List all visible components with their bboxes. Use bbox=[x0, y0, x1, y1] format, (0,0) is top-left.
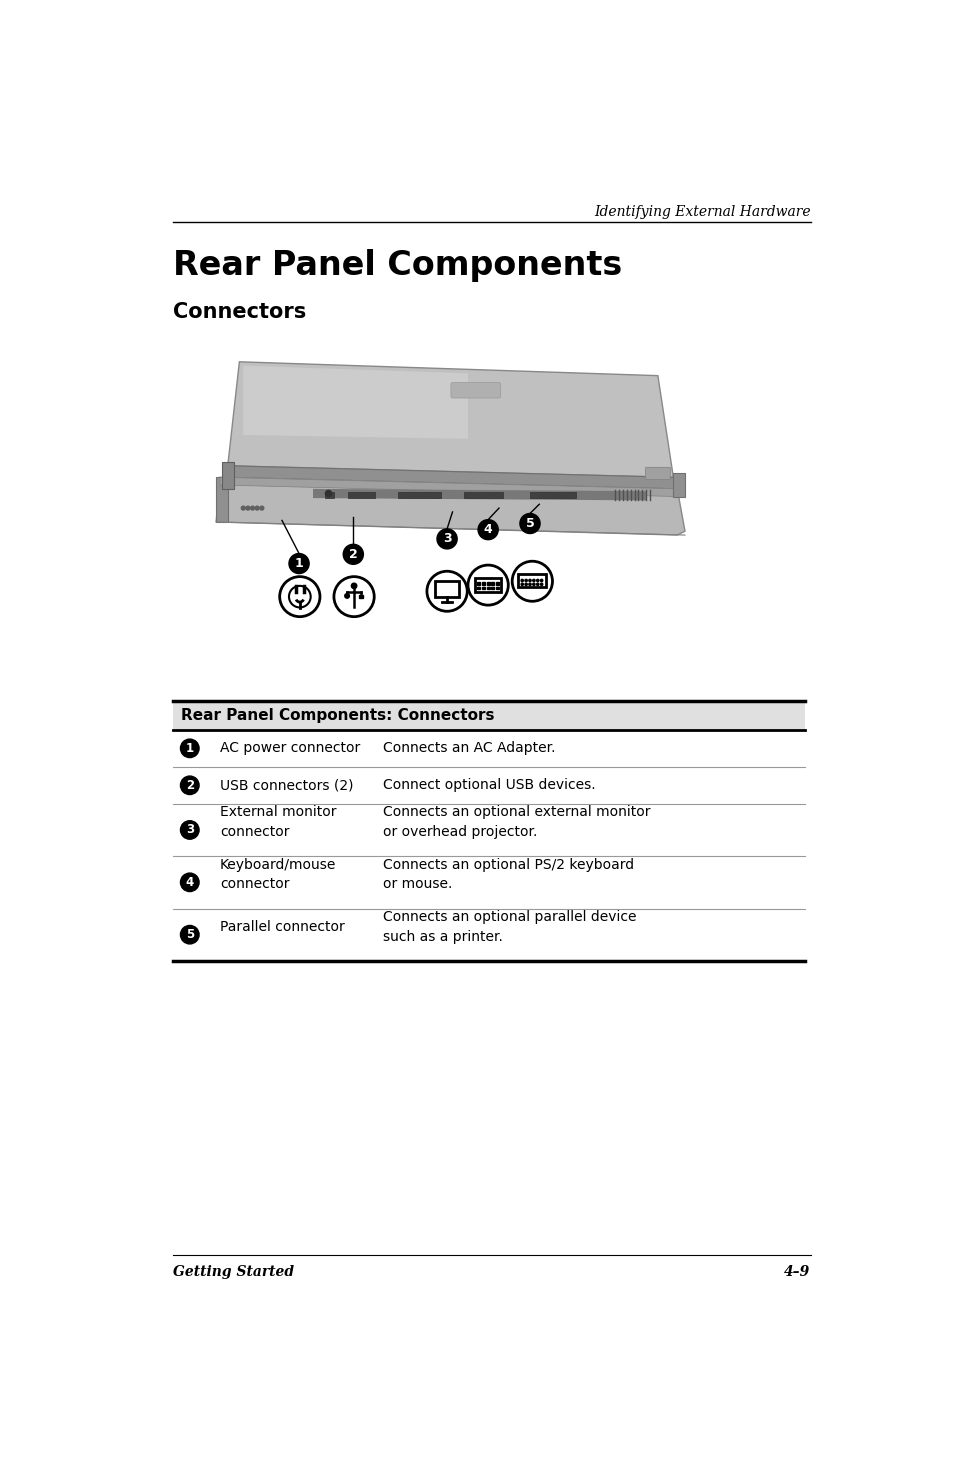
Circle shape bbox=[477, 519, 497, 540]
Circle shape bbox=[343, 544, 363, 565]
FancyBboxPatch shape bbox=[491, 583, 494, 584]
Text: Getting Started: Getting Started bbox=[173, 1266, 294, 1279]
Circle shape bbox=[520, 580, 523, 581]
Text: 3: 3 bbox=[186, 823, 193, 836]
FancyBboxPatch shape bbox=[173, 701, 804, 730]
Text: 2: 2 bbox=[186, 779, 193, 792]
Text: 5: 5 bbox=[525, 518, 534, 530]
FancyBboxPatch shape bbox=[496, 587, 498, 590]
Circle shape bbox=[532, 583, 535, 586]
Text: USB connectors (2): USB connectors (2) bbox=[220, 779, 354, 792]
FancyBboxPatch shape bbox=[358, 594, 363, 599]
Text: Rear Panel Components: Connectors: Rear Panel Components: Connectors bbox=[181, 708, 495, 723]
FancyBboxPatch shape bbox=[397, 493, 440, 499]
FancyBboxPatch shape bbox=[222, 462, 233, 488]
Circle shape bbox=[528, 580, 531, 581]
FancyBboxPatch shape bbox=[475, 578, 500, 591]
FancyBboxPatch shape bbox=[476, 583, 480, 584]
Polygon shape bbox=[216, 478, 228, 522]
FancyBboxPatch shape bbox=[476, 587, 480, 590]
Polygon shape bbox=[216, 478, 684, 535]
FancyBboxPatch shape bbox=[324, 493, 334, 499]
Circle shape bbox=[344, 593, 349, 599]
Circle shape bbox=[180, 820, 199, 839]
Text: Connects an optional parallel device
such as a printer.: Connects an optional parallel device suc… bbox=[382, 910, 636, 944]
Circle shape bbox=[259, 506, 264, 510]
Text: 5: 5 bbox=[186, 928, 193, 941]
Text: 3: 3 bbox=[442, 532, 451, 546]
Circle shape bbox=[536, 583, 538, 586]
FancyBboxPatch shape bbox=[645, 468, 670, 479]
Circle shape bbox=[251, 506, 254, 510]
Text: 4: 4 bbox=[186, 876, 193, 889]
Circle shape bbox=[180, 739, 199, 758]
Circle shape bbox=[255, 506, 259, 510]
Circle shape bbox=[351, 583, 356, 589]
FancyBboxPatch shape bbox=[481, 587, 484, 590]
FancyBboxPatch shape bbox=[348, 493, 375, 499]
Polygon shape bbox=[220, 478, 677, 497]
Text: 4: 4 bbox=[483, 524, 492, 535]
FancyBboxPatch shape bbox=[435, 581, 458, 597]
Text: Keyboard/mouse
connector: Keyboard/mouse connector bbox=[220, 858, 336, 891]
Circle shape bbox=[246, 506, 250, 510]
Circle shape bbox=[436, 530, 456, 549]
Circle shape bbox=[540, 580, 542, 581]
Text: 1: 1 bbox=[294, 558, 303, 569]
Text: 1: 1 bbox=[186, 742, 193, 755]
FancyBboxPatch shape bbox=[530, 493, 576, 499]
Text: Identifying External Hardware: Identifying External Hardware bbox=[594, 205, 810, 218]
Circle shape bbox=[325, 490, 332, 497]
Polygon shape bbox=[228, 361, 673, 478]
FancyBboxPatch shape bbox=[481, 583, 484, 584]
Circle shape bbox=[520, 583, 523, 586]
Circle shape bbox=[540, 583, 542, 586]
Circle shape bbox=[519, 513, 539, 534]
Text: Connect optional USB devices.: Connect optional USB devices. bbox=[382, 779, 595, 792]
Text: Connectors: Connectors bbox=[173, 302, 307, 322]
Circle shape bbox=[241, 506, 245, 510]
Circle shape bbox=[289, 553, 309, 574]
Circle shape bbox=[524, 580, 527, 581]
FancyBboxPatch shape bbox=[491, 587, 494, 590]
FancyBboxPatch shape bbox=[517, 574, 546, 587]
Polygon shape bbox=[243, 366, 468, 438]
Text: 2: 2 bbox=[349, 547, 357, 560]
FancyBboxPatch shape bbox=[486, 583, 489, 584]
Text: Connects an optional external monitor
or overhead projector.: Connects an optional external monitor or… bbox=[382, 805, 650, 839]
FancyBboxPatch shape bbox=[496, 583, 498, 584]
Circle shape bbox=[528, 583, 531, 586]
Circle shape bbox=[524, 583, 527, 586]
Polygon shape bbox=[313, 488, 645, 500]
Text: Parallel connector: Parallel connector bbox=[220, 920, 344, 934]
Circle shape bbox=[180, 776, 199, 795]
Text: AC power connector: AC power connector bbox=[220, 742, 360, 755]
Polygon shape bbox=[228, 466, 677, 488]
Text: 4–9: 4–9 bbox=[783, 1266, 810, 1279]
Text: External monitor
connector: External monitor connector bbox=[220, 805, 336, 839]
Circle shape bbox=[180, 873, 199, 891]
Circle shape bbox=[536, 580, 538, 581]
FancyBboxPatch shape bbox=[673, 473, 684, 497]
FancyBboxPatch shape bbox=[451, 382, 500, 398]
Text: Connects an optional PS/2 keyboard
or mouse.: Connects an optional PS/2 keyboard or mo… bbox=[382, 858, 633, 891]
Circle shape bbox=[532, 580, 535, 581]
Circle shape bbox=[180, 925, 199, 944]
FancyBboxPatch shape bbox=[464, 493, 502, 499]
Text: Rear Panel Components: Rear Panel Components bbox=[173, 249, 622, 282]
FancyBboxPatch shape bbox=[486, 587, 489, 590]
Text: Connects an AC Adapter.: Connects an AC Adapter. bbox=[382, 742, 555, 755]
